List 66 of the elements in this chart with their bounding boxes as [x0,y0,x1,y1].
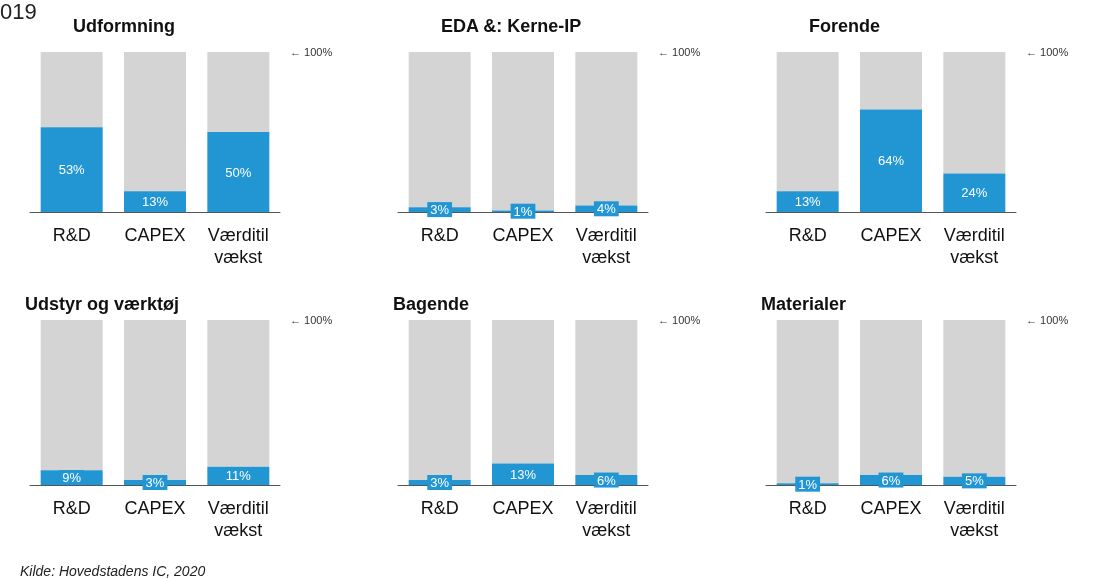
x-tick-label: R&D [52,225,91,245]
bar [492,320,554,464]
text: Kilde: Hovedstadens IC, 2020 [20,563,206,579]
data-label: 13% [141,194,169,210]
data-label: 1% [798,476,818,492]
text: ← 100% [658,314,701,326]
x-tick-label: R&D [788,225,827,245]
bar [860,109,922,212]
x-tick-label: Værditilvækst [207,498,269,540]
bar [860,320,922,476]
x-tick-label: Værditilvækst [943,498,1005,540]
data-label: 64% [877,153,905,169]
data-label: 6% [881,472,901,488]
chart-title: Udstyr og værktøj [25,294,180,314]
data-label: 24% [961,185,988,201]
x-tick-label: R&D [52,498,91,518]
data-label: 50% [225,164,252,180]
data-label: 13% [794,194,822,210]
bar [40,127,103,212]
x-tick-label: CAPEX [492,225,554,245]
data-label: 3% [430,475,450,491]
x-tick-label: Værditilvækst [943,225,1005,267]
bar [776,52,839,192]
x-tick-label: CAPEX [124,498,186,518]
bar [575,320,638,476]
x-tick-label: Værditilvækst [207,225,269,267]
text: ← 100% [1026,46,1069,58]
bar [207,52,270,132]
x-tick-label: R&D [420,498,459,518]
bar [124,52,186,192]
bar [860,52,922,110]
text: ← 100% [290,314,333,326]
text: 019 [0,0,37,24]
bar [943,52,1006,174]
data-label: 53% [58,162,86,178]
data-label: 1% [513,203,533,219]
bar [575,52,638,206]
chart-title: Forende [809,16,881,36]
chart-title: EDA &: Kerne-IP [441,16,582,36]
data-label: 3% [145,475,165,491]
x-tick-label: CAPEX [860,498,922,518]
text: ← 100% [1026,314,1069,326]
data-label: 4% [596,201,617,217]
x-tick-label: R&D [420,225,459,245]
data-label: 6% [596,472,617,488]
bar [207,132,270,212]
chart-title: Bagende [393,294,470,314]
text: ← 100% [658,46,701,58]
bar [943,320,1006,477]
chart-title: Udformning [73,16,175,36]
x-tick-label: CAPEX [492,498,554,518]
x-tick-label: R&D [788,498,827,518]
data-label: 3% [430,202,450,218]
text: ← 100% [290,46,333,58]
x-tick-label: Værditilvækst [575,225,637,267]
data-label: 9% [62,470,82,486]
bar [40,52,103,128]
chart-title: Materialer [761,294,847,314]
x-tick-label: CAPEX [860,225,922,245]
data-label: 5% [964,473,985,489]
data-label: 11% [225,468,252,484]
x-tick-label: CAPEX [124,225,186,245]
x-tick-label: Værditilvækst [575,498,637,540]
bar [207,320,270,467]
bar [40,320,103,471]
data-label: 13% [509,466,537,482]
